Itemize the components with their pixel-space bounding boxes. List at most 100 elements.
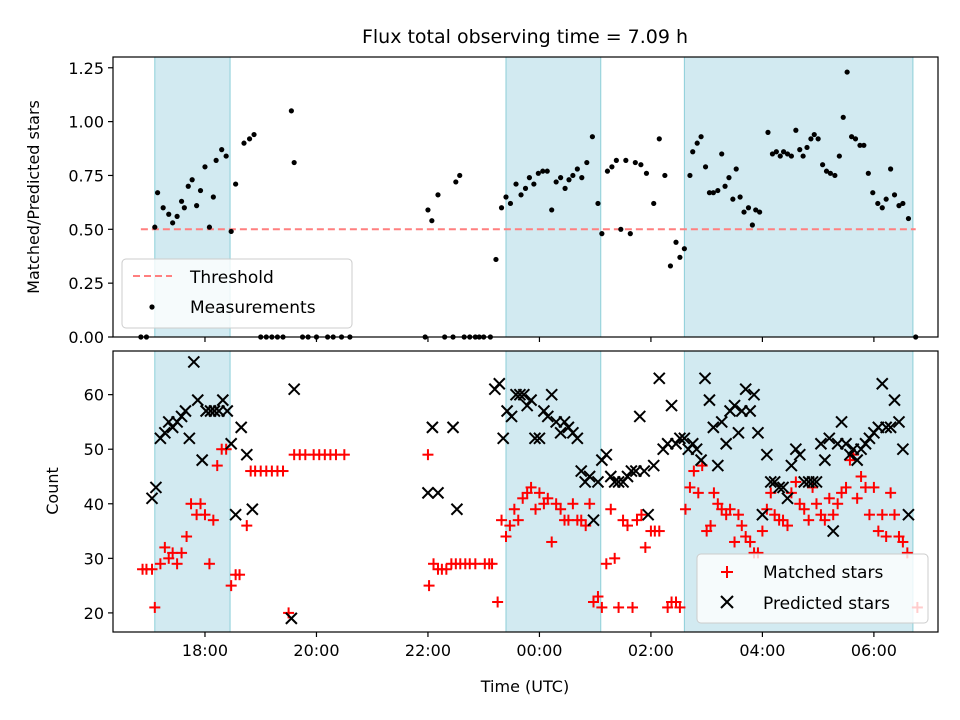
- measurement-point: [210, 194, 216, 200]
- measurement-point: [549, 207, 555, 213]
- measurement-point: [687, 172, 693, 179]
- matched-star-point: [486, 558, 498, 570]
- predicted-star-point: [175, 410, 188, 423]
- predicted-star-point: [876, 377, 889, 390]
- matched-star-point: [492, 596, 504, 608]
- legend-predicted-label: Predicted stars: [763, 594, 890, 614]
- predicted-star-point: [756, 508, 769, 521]
- measurement-point: [749, 222, 755, 228]
- measurement-point: [623, 157, 629, 163]
- matched-star-point: [889, 509, 901, 521]
- matched-star-point: [530, 503, 542, 515]
- measurement-point: [773, 149, 779, 155]
- predicted-star-point: [183, 432, 196, 445]
- predicted-star-point: [888, 393, 901, 407]
- predicted-star-point: [823, 432, 836, 445]
- measurement-point: [566, 177, 572, 183]
- measurement-point: [857, 142, 863, 148]
- measurement-point: [503, 194, 509, 200]
- predicted-star-point: [583, 470, 596, 483]
- predicted-star-point: [707, 421, 720, 434]
- matched-star-point: [832, 498, 844, 510]
- matched-star-point: [338, 449, 350, 461]
- measurement-point: [726, 175, 732, 181]
- matched-star-point: [225, 580, 237, 592]
- matched-star-point: [185, 498, 197, 510]
- measurement-point: [178, 198, 185, 204]
- measurement-point: [246, 136, 253, 142]
- predicted-star-point: [208, 404, 221, 418]
- legend-matched-label: Matched stars: [763, 563, 883, 583]
- matched-star-point: [277, 465, 289, 477]
- measurement-point: [690, 149, 696, 155]
- matched-star-point: [803, 514, 815, 526]
- top-legend: Threshold Measurements: [121, 258, 353, 329]
- matched-star-point: [756, 525, 768, 537]
- measurement-point: [170, 220, 176, 226]
- predicted-star-point: [285, 612, 298, 625]
- predicted-star-point: [673, 432, 687, 445]
- bottom-legend-box: [696, 553, 929, 624]
- measurement-point: [453, 179, 459, 185]
- measurement-point: [836, 153, 842, 159]
- predicted-star-point: [781, 492, 794, 505]
- predicted-star-point: [179, 404, 192, 418]
- legend-measurements-label: Measurements: [190, 298, 316, 318]
- predicted-star-point: [600, 448, 613, 461]
- predicted-star-point: [638, 464, 651, 478]
- predicted-star-point: [884, 421, 897, 434]
- predicted-star-point: [533, 432, 546, 445]
- top-panel: 0.00 0.25 0.50 0.75 1.00 1.25 Matched/Predict…: [24, 56, 939, 347]
- predicted-star-point: [743, 404, 757, 418]
- predicted-star-point: [524, 393, 538, 407]
- measurement-point: [777, 153, 783, 159]
- measurement-point: [722, 183, 728, 189]
- matched-star-point: [496, 514, 508, 526]
- matched-star-point: [840, 481, 852, 493]
- predicted-star-point: [450, 503, 464, 516]
- measurement-point: [673, 239, 679, 245]
- measurement-point: [865, 170, 871, 176]
- shaded-interval: [154, 350, 231, 633]
- matched-star-point: [423, 580, 435, 592]
- predicted-star-point: [545, 388, 558, 401]
- predicted-star-point: [558, 415, 571, 429]
- predicted-star-point: [690, 443, 703, 456]
- matched-star-point: [159, 541, 171, 553]
- matched-star-point: [469, 558, 481, 570]
- predicted-star-point: [633, 410, 646, 423]
- predicted-star-point: [575, 464, 588, 478]
- measurement-point: [425, 207, 431, 213]
- matched-star-point: [609, 552, 621, 564]
- measurement-point: [513, 181, 519, 187]
- top-legend-box: [121, 258, 353, 329]
- top-y-ticks: 0.00 0.25 0.50 0.75 1.00 1.25: [68, 59, 113, 347]
- measurement-point: [883, 196, 889, 202]
- y-tick-label: 30: [84, 549, 104, 568]
- measurement-point: [544, 168, 550, 174]
- matched-star-point: [819, 514, 831, 526]
- matched-star-point: [600, 558, 612, 570]
- legend-measurements-swatch: [149, 304, 155, 310]
- measurement-point: [251, 131, 257, 138]
- matched-star-point: [195, 498, 207, 510]
- measurement-point: [562, 185, 568, 191]
- predicted-star-point: [493, 377, 506, 390]
- measurement-point: [223, 153, 229, 159]
- measurement-point: [498, 205, 505, 211]
- measurement-point: [753, 207, 759, 213]
- measurement-point: [154, 190, 161, 196]
- x-tick-label: 18:00: [182, 641, 228, 660]
- predicted-star-point: [760, 448, 774, 461]
- measurement-point: [558, 175, 564, 181]
- measurement-point: [694, 140, 700, 146]
- predicted-star-point: [879, 421, 893, 434]
- predicted-star-point: [686, 437, 699, 450]
- predicted-star-point: [839, 437, 853, 450]
- measurement-point: [553, 179, 559, 185]
- measurement-point: [698, 134, 704, 140]
- measurement-point: [213, 157, 219, 163]
- matched-star-point: [181, 531, 193, 543]
- predicted-star-point: [604, 470, 617, 483]
- predicted-star-point: [810, 475, 823, 489]
